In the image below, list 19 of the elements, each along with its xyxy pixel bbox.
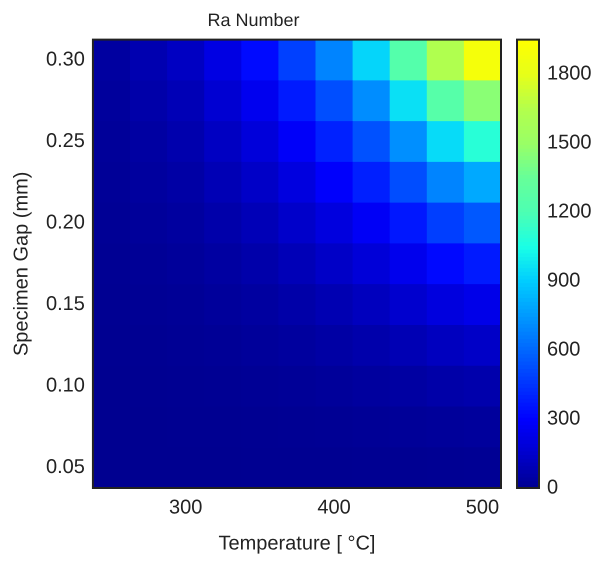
chart-title: Ra Number: [207, 10, 300, 30]
y-tick-label: 0.20: [46, 212, 85, 234]
y-tick-label: 0.25: [46, 130, 85, 152]
color-bar-label: 600: [547, 338, 580, 361]
x-tick-label: 300: [168, 496, 202, 519]
color-bar-label: 1200: [547, 200, 592, 223]
x-tick-label: 400: [317, 496, 351, 519]
color-bar-label: 1500: [547, 132, 592, 154]
color-bar-label: 900: [547, 270, 580, 292]
y-tick-label: 0.15: [46, 293, 85, 316]
y-axis-title: Specimen Gap (mm): [10, 172, 33, 356]
y-tick-label: 0.05: [46, 456, 85, 478]
color-bar-label: 0: [547, 476, 558, 499]
color-bar-label: 1800: [547, 62, 592, 85]
x-axis-title: Temperature [ °C]: [218, 532, 376, 555]
color-bar-label: 300: [547, 408, 580, 430]
y-tick-label: 0.30: [46, 48, 85, 70]
x-tick-label: 500: [466, 496, 500, 519]
y-tick-label: 0.10: [46, 374, 85, 397]
